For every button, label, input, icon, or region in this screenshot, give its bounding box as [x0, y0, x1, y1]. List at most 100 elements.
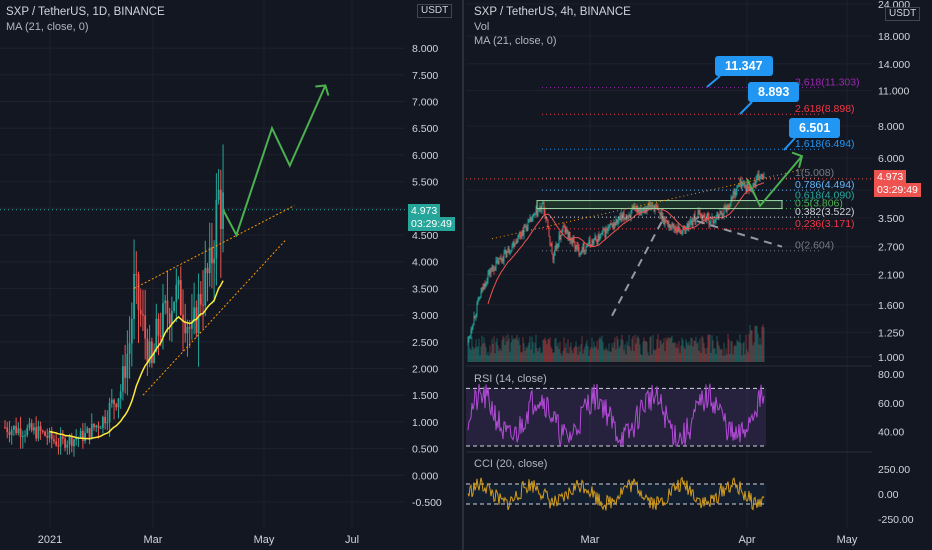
- candle-body: [549, 236, 551, 244]
- candle-body: [490, 270, 492, 274]
- candle-body: [21, 436, 24, 438]
- right-last-price: 4.973: [874, 170, 907, 184]
- candle-body: [680, 231, 682, 234]
- candle-body: [64, 438, 66, 448]
- volume-bar: [575, 341, 577, 362]
- candle-body: [135, 273, 138, 275]
- candle-body: [164, 300, 167, 304]
- volume-bar: [727, 334, 729, 362]
- volume-bar: [705, 353, 707, 362]
- candle-body: [515, 240, 517, 244]
- candle-body: [644, 208, 646, 213]
- volume-bar: [497, 345, 499, 362]
- candle-body: [608, 227, 610, 229]
- candle-body: [582, 243, 584, 253]
- volume-bar: [500, 350, 502, 362]
- volume-bar: [587, 346, 589, 362]
- volume-bar: [640, 354, 642, 362]
- y-tick-label: 1.250: [878, 327, 904, 339]
- y-tick-label: 3.500: [412, 283, 438, 295]
- candle-body: [551, 243, 553, 255]
- volume-bar: [557, 343, 559, 362]
- candle-body: [500, 258, 502, 260]
- candle-body: [532, 214, 534, 219]
- candle-body: [720, 211, 722, 213]
- candle-body: [566, 228, 568, 233]
- volume-bar: [652, 335, 654, 362]
- candle-body: [760, 174, 762, 177]
- candle-body: [723, 206, 725, 216]
- volume-bar: [532, 342, 534, 362]
- candle-body: [737, 185, 739, 187]
- candle-body: [664, 220, 666, 225]
- candle-body: [672, 223, 674, 226]
- volume-bar: [474, 347, 476, 362]
- right-chart-canvas[interactable]: 24.00018.00014.00011.0008.0006.0004.5003…: [462, 0, 932, 550]
- right-chart-pane[interactable]: 24.00018.00014.00011.0008.0006.0004.5003…: [462, 0, 932, 550]
- candle-body: [483, 283, 485, 290]
- volume-bar: [653, 349, 655, 362]
- candle-body: [182, 314, 184, 322]
- candle-body: [15, 425, 18, 434]
- candle-body: [39, 426, 42, 431]
- candle-body: [497, 260, 499, 265]
- volume-bar: [590, 347, 592, 362]
- volume-bar: [512, 339, 514, 362]
- rsi-line: [467, 383, 765, 447]
- right-currency-label[interactable]: USDT: [885, 7, 921, 21]
- volume-bar: [531, 336, 533, 362]
- volume-bar: [700, 352, 702, 362]
- candle-body: [615, 219, 617, 226]
- candle-body: [493, 268, 495, 271]
- resistance-zone: [536, 200, 783, 210]
- volume-bar: [754, 325, 756, 362]
- volume-bar: [748, 334, 750, 362]
- candle-body: [591, 240, 593, 247]
- cci-label: CCI (20, close): [474, 458, 548, 470]
- volume-bar: [558, 349, 560, 362]
- candle-body: [106, 421, 109, 424]
- candle-body: [487, 274, 489, 282]
- candle-body: [59, 436, 62, 447]
- y-tick-label: 4.000: [412, 257, 438, 269]
- candle-body: [638, 208, 640, 213]
- candle-body: [559, 235, 561, 240]
- volume-bar: [753, 342, 755, 362]
- candle-body: [50, 431, 53, 440]
- candle-body: [633, 206, 635, 209]
- volume-bar: [583, 349, 585, 362]
- rsi-label: RSI (14, close): [474, 373, 547, 385]
- volume-bar: [548, 339, 550, 362]
- left-chart-pane[interactable]: 8.0007.5007.0006.5006.0005.5005.0004.500…: [0, 0, 460, 550]
- x-tick-label: Mar: [144, 534, 163, 546]
- x-tick-label: Mar: [581, 534, 600, 546]
- volume-bar: [728, 339, 730, 362]
- candle-body: [548, 226, 550, 237]
- candle-body: [735, 191, 737, 196]
- candle-body: [675, 228, 677, 231]
- volume-bar: [633, 351, 635, 362]
- candle-body: [90, 423, 93, 438]
- candle-body: [179, 280, 182, 315]
- volume-bar: [715, 354, 717, 362]
- left-currency-label[interactable]: USDT: [417, 4, 453, 18]
- left-chart-canvas[interactable]: 8.0007.5007.0006.5006.0005.5005.0004.500…: [0, 0, 460, 550]
- volume-bar: [624, 344, 626, 362]
- volume-bar: [573, 347, 575, 362]
- volume-bar: [740, 343, 742, 362]
- candle-body: [714, 221, 716, 223]
- candle-body: [612, 223, 614, 229]
- volume-bar: [696, 343, 698, 362]
- fib-level-label: 0.5(3.806): [795, 198, 843, 210]
- candle-body: [184, 321, 187, 334]
- volume-bar: [663, 338, 665, 362]
- candle-body: [676, 230, 678, 232]
- candle-body: [480, 292, 482, 298]
- candle-body: [580, 250, 582, 254]
- volume-bar: [515, 337, 517, 362]
- candle-body: [110, 399, 113, 404]
- left-chart-title: SXP / TetherUS, 1D, BINANCE: [6, 6, 165, 18]
- candle-body: [571, 238, 573, 243]
- volume-bar: [645, 340, 647, 362]
- candle-body: [623, 213, 625, 219]
